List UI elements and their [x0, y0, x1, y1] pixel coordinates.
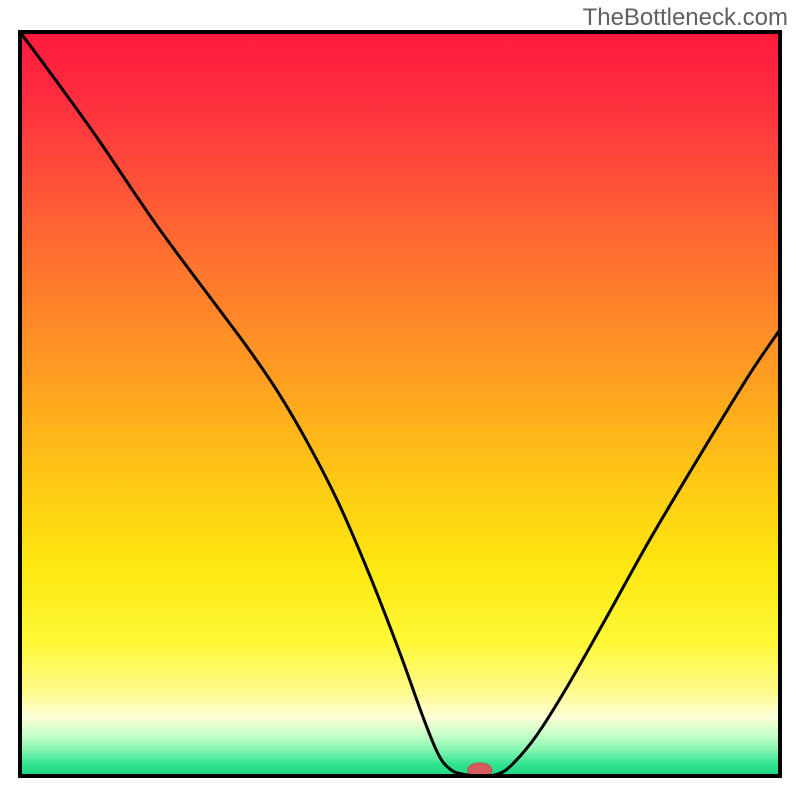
bottleneck-chart: TheBottleneck.com [0, 0, 800, 800]
watermark-text: TheBottleneck.com [583, 4, 788, 32]
plot-background [20, 32, 780, 776]
chart-svg [0, 0, 800, 800]
